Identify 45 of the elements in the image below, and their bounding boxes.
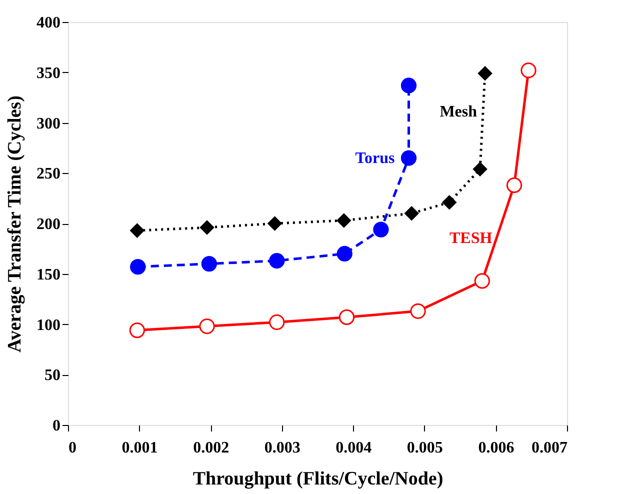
point bbox=[199, 318, 215, 334]
series-label: Torus bbox=[355, 150, 395, 168]
x-tick-label: 0 bbox=[68, 440, 76, 456]
point bbox=[410, 303, 426, 319]
point bbox=[338, 309, 355, 326]
x-tick-label: 0.006 bbox=[478, 440, 514, 456]
y-tick-label: 100 bbox=[36, 316, 60, 334]
point bbox=[269, 314, 285, 330]
point bbox=[130, 223, 144, 238]
x-tick-label: 0.002 bbox=[193, 440, 230, 456]
x-tick-label: 0.005 bbox=[406, 440, 443, 456]
series-label: Mesh bbox=[440, 103, 478, 120]
y-axis-title: Average Transfer Time (Cycles) bbox=[4, 96, 26, 352]
point bbox=[442, 195, 456, 210]
y-tick-label: 350 bbox=[36, 64, 60, 82]
point bbox=[336, 246, 352, 262]
point bbox=[506, 177, 522, 194]
x-axis-title: Throughput (Flits/Cycle/Node) bbox=[192, 468, 444, 490]
point bbox=[474, 273, 490, 289]
point bbox=[472, 162, 488, 176]
point bbox=[520, 62, 536, 78]
point bbox=[400, 78, 417, 94]
point bbox=[404, 206, 419, 220]
y-tick-label: 400 bbox=[36, 14, 60, 32]
y-tick-label: 150 bbox=[36, 266, 60, 284]
point bbox=[200, 220, 214, 235]
x-tick-label: 0.007 bbox=[532, 440, 568, 456]
x-tick-label: 0.003 bbox=[264, 440, 300, 456]
y-tick-label: 200 bbox=[36, 216, 60, 233]
y-tick-label: 50 bbox=[44, 367, 60, 384]
point bbox=[268, 216, 282, 231]
y-tick-label: 0 bbox=[52, 418, 60, 434]
y-tick-label: 300 bbox=[36, 115, 60, 132]
point bbox=[373, 222, 389, 238]
point bbox=[478, 66, 492, 80]
point bbox=[129, 322, 145, 338]
point bbox=[201, 256, 217, 272]
point bbox=[336, 213, 351, 228]
x-tick-label: 0.001 bbox=[122, 440, 158, 456]
x-tick-label: 0.004 bbox=[336, 440, 372, 456]
point bbox=[269, 252, 285, 269]
series-label: TESH bbox=[449, 230, 493, 247]
point bbox=[400, 150, 417, 166]
y-tick-label: 250 bbox=[36, 166, 60, 183]
point bbox=[130, 259, 146, 275]
